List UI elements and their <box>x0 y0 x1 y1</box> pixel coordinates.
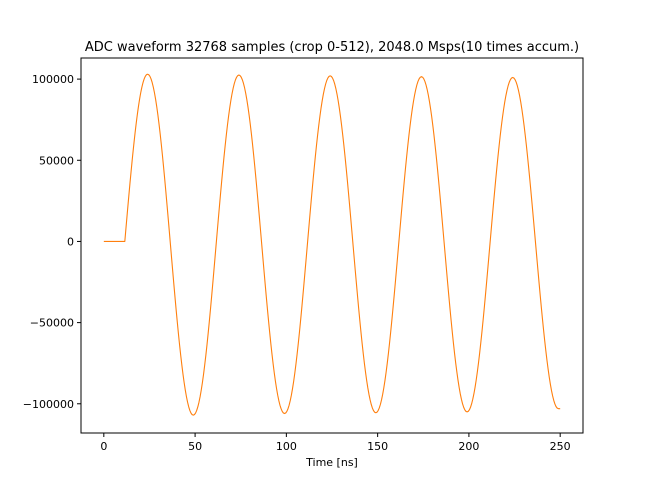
x-axis-title: Time [ns] <box>305 456 358 469</box>
plot-frame <box>80 57 584 434</box>
x-tick-label: 100 <box>276 440 297 453</box>
chart-title: ADC waveform 32768 samples (crop 0-512),… <box>85 40 579 55</box>
plot-area <box>81 58 583 433</box>
x-tick-label: 0 <box>100 440 107 453</box>
y-tick-label: −100000 <box>23 398 74 411</box>
x-tick-label: 150 <box>367 440 388 453</box>
y-axis: 100000 50000 0 −50000 −100000 <box>23 73 81 411</box>
x-tick-label: 50 <box>188 440 202 453</box>
y-tick-label: 0 <box>67 235 74 248</box>
y-tick-label: 100000 <box>32 73 74 86</box>
series-layer <box>103 73 561 416</box>
y-tick-label: −50000 <box>30 317 74 330</box>
x-tick-label: 250 <box>550 440 571 453</box>
x-axis: 0 50 100 150 200 250 <box>100 433 571 453</box>
series-line <box>103 73 561 416</box>
x-tick-label: 200 <box>458 440 479 453</box>
y-tick-label: 50000 <box>39 154 74 167</box>
